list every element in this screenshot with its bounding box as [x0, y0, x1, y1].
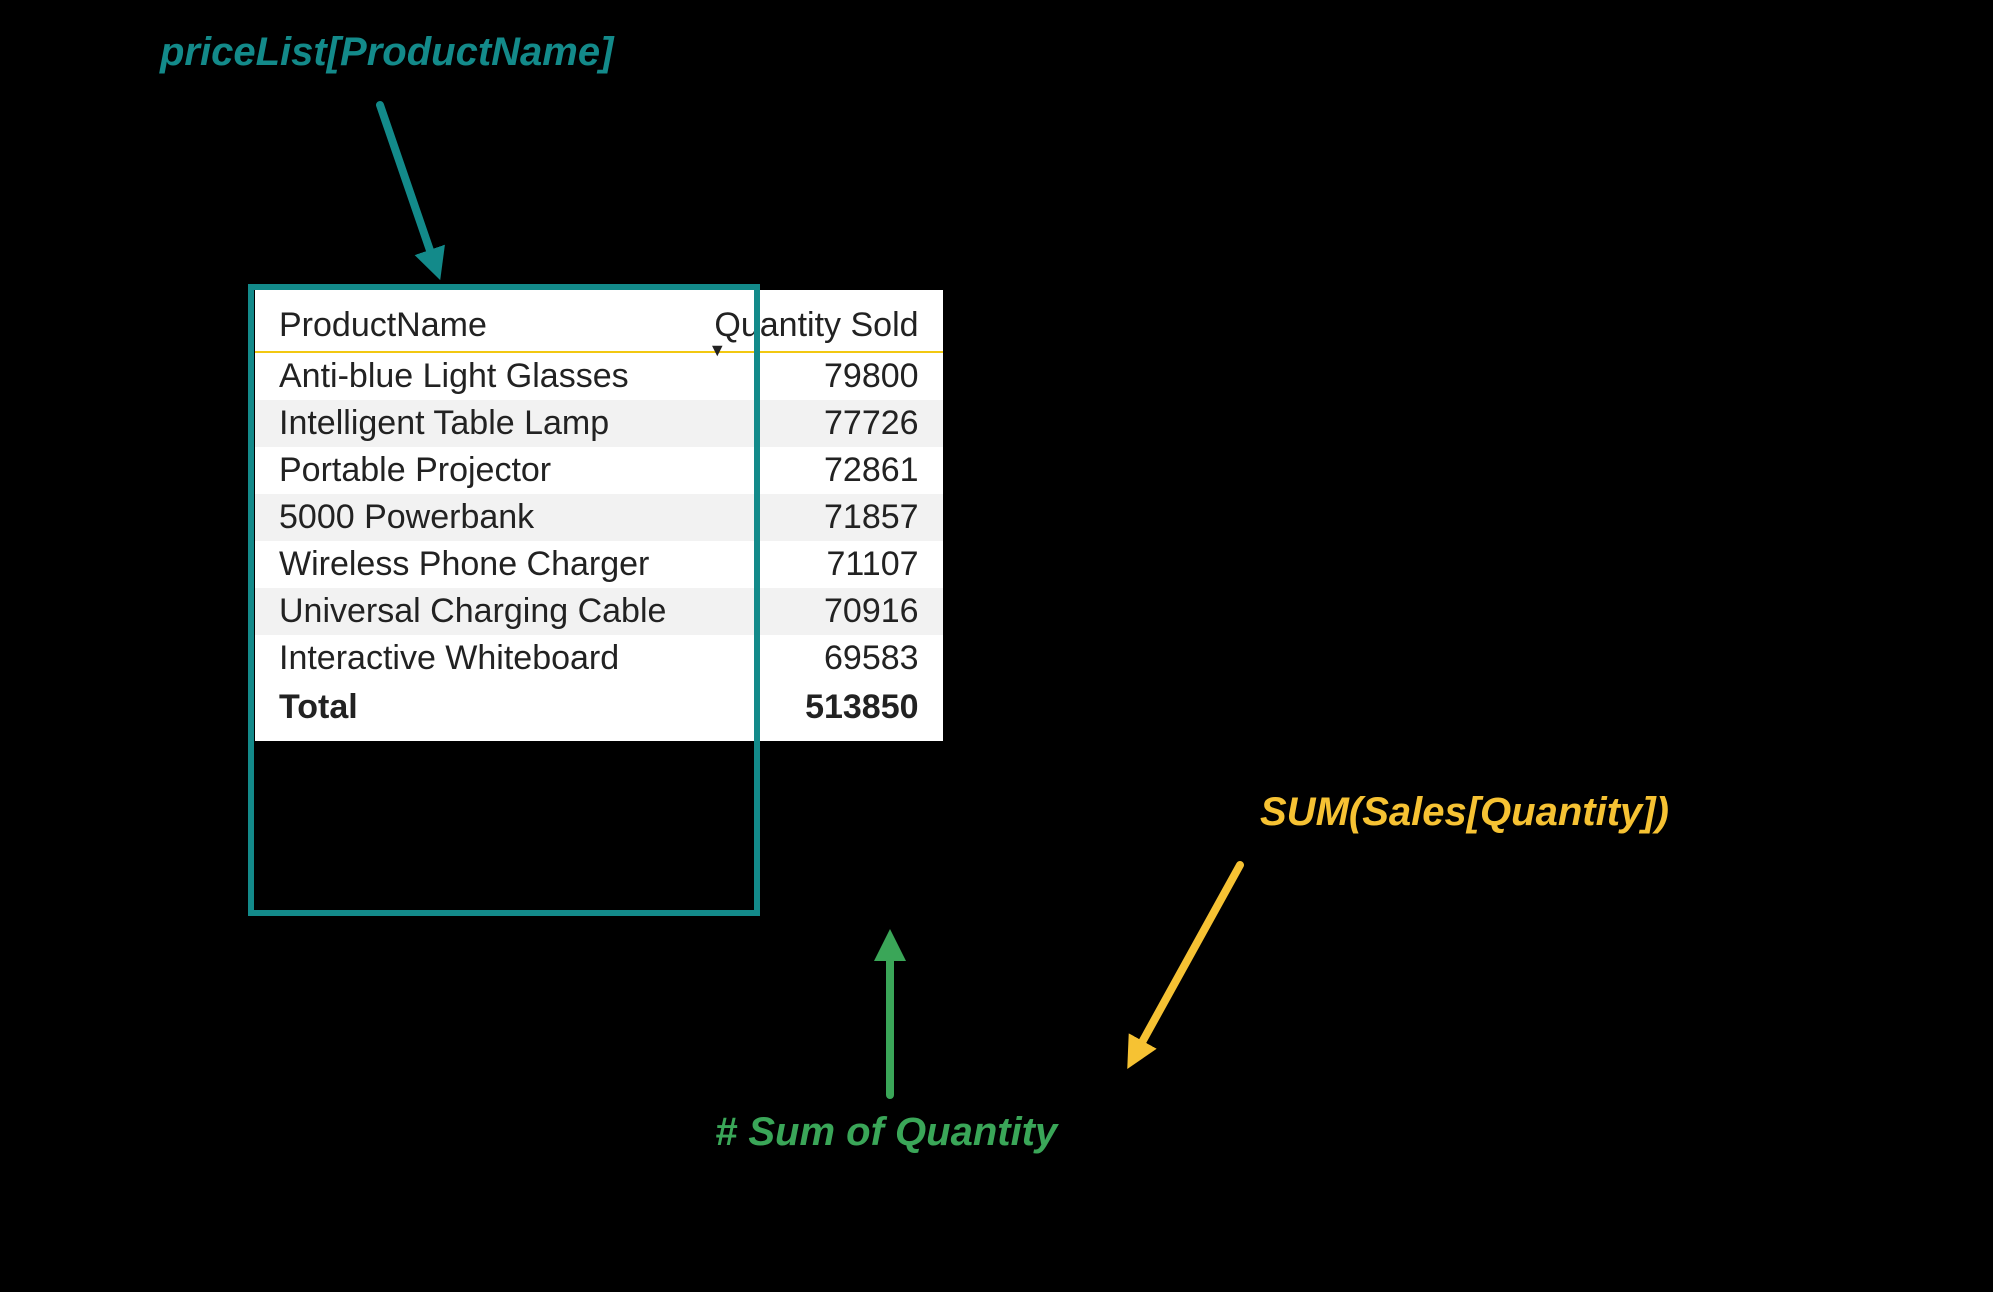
- annotation-sum-quantity: # Sum of Quantity: [715, 1110, 1057, 1155]
- cell-quantity: 77726: [690, 400, 942, 447]
- table-header-row: ProductName Quantity Sold ▼: [255, 300, 943, 352]
- cell-product: Intelligent Table Lamp: [255, 400, 690, 447]
- total-value: 513850: [690, 682, 942, 731]
- cell-quantity: 70916: [690, 588, 942, 635]
- cell-product: 5000 Powerbank: [255, 494, 690, 541]
- annotation-pricelist: priceList[ProductName]: [160, 30, 613, 75]
- annotation-sum-formula: SUM(Sales[Quantity]): [1260, 790, 1669, 835]
- column-header-quantity[interactable]: Quantity Sold ▼: [690, 300, 942, 352]
- column-header-quantity-label: Quantity Sold: [714, 306, 918, 344]
- cell-quantity: 71107: [690, 541, 942, 588]
- cell-quantity: 69583: [690, 635, 942, 682]
- cell-product: Universal Charging Cable: [255, 588, 690, 635]
- table-total-row: Total 513850: [255, 682, 943, 731]
- table-row: Universal Charging Cable 70916: [255, 588, 943, 635]
- table-row: Anti-blue Light Glasses 79800: [255, 352, 943, 400]
- sort-desc-icon: ▼: [708, 340, 726, 361]
- table-row: 5000 Powerbank 71857: [255, 494, 943, 541]
- cell-quantity: 72861: [690, 447, 942, 494]
- arrow-top-icon: [380, 105, 435, 265]
- table-row: Intelligent Table Lamp 77726: [255, 400, 943, 447]
- total-label: Total: [255, 682, 690, 731]
- data-table-container: ProductName Quantity Sold ▼ Anti-blue Li…: [255, 290, 943, 741]
- cell-product: Portable Projector: [255, 447, 690, 494]
- table-row: Interactive Whiteboard 69583: [255, 635, 943, 682]
- data-table: ProductName Quantity Sold ▼ Anti-blue Li…: [255, 300, 943, 731]
- table-row: Portable Projector 72861: [255, 447, 943, 494]
- cell-quantity: 71857: [690, 494, 942, 541]
- cell-product: Anti-blue Light Glasses: [255, 352, 690, 400]
- arrow-right-icon: [1135, 865, 1240, 1055]
- table-row: Wireless Phone Charger 71107: [255, 541, 943, 588]
- cell-product: Wireless Phone Charger: [255, 541, 690, 588]
- column-header-product[interactable]: ProductName: [255, 300, 690, 352]
- cell-quantity: 79800: [690, 352, 942, 400]
- cell-product: Interactive Whiteboard: [255, 635, 690, 682]
